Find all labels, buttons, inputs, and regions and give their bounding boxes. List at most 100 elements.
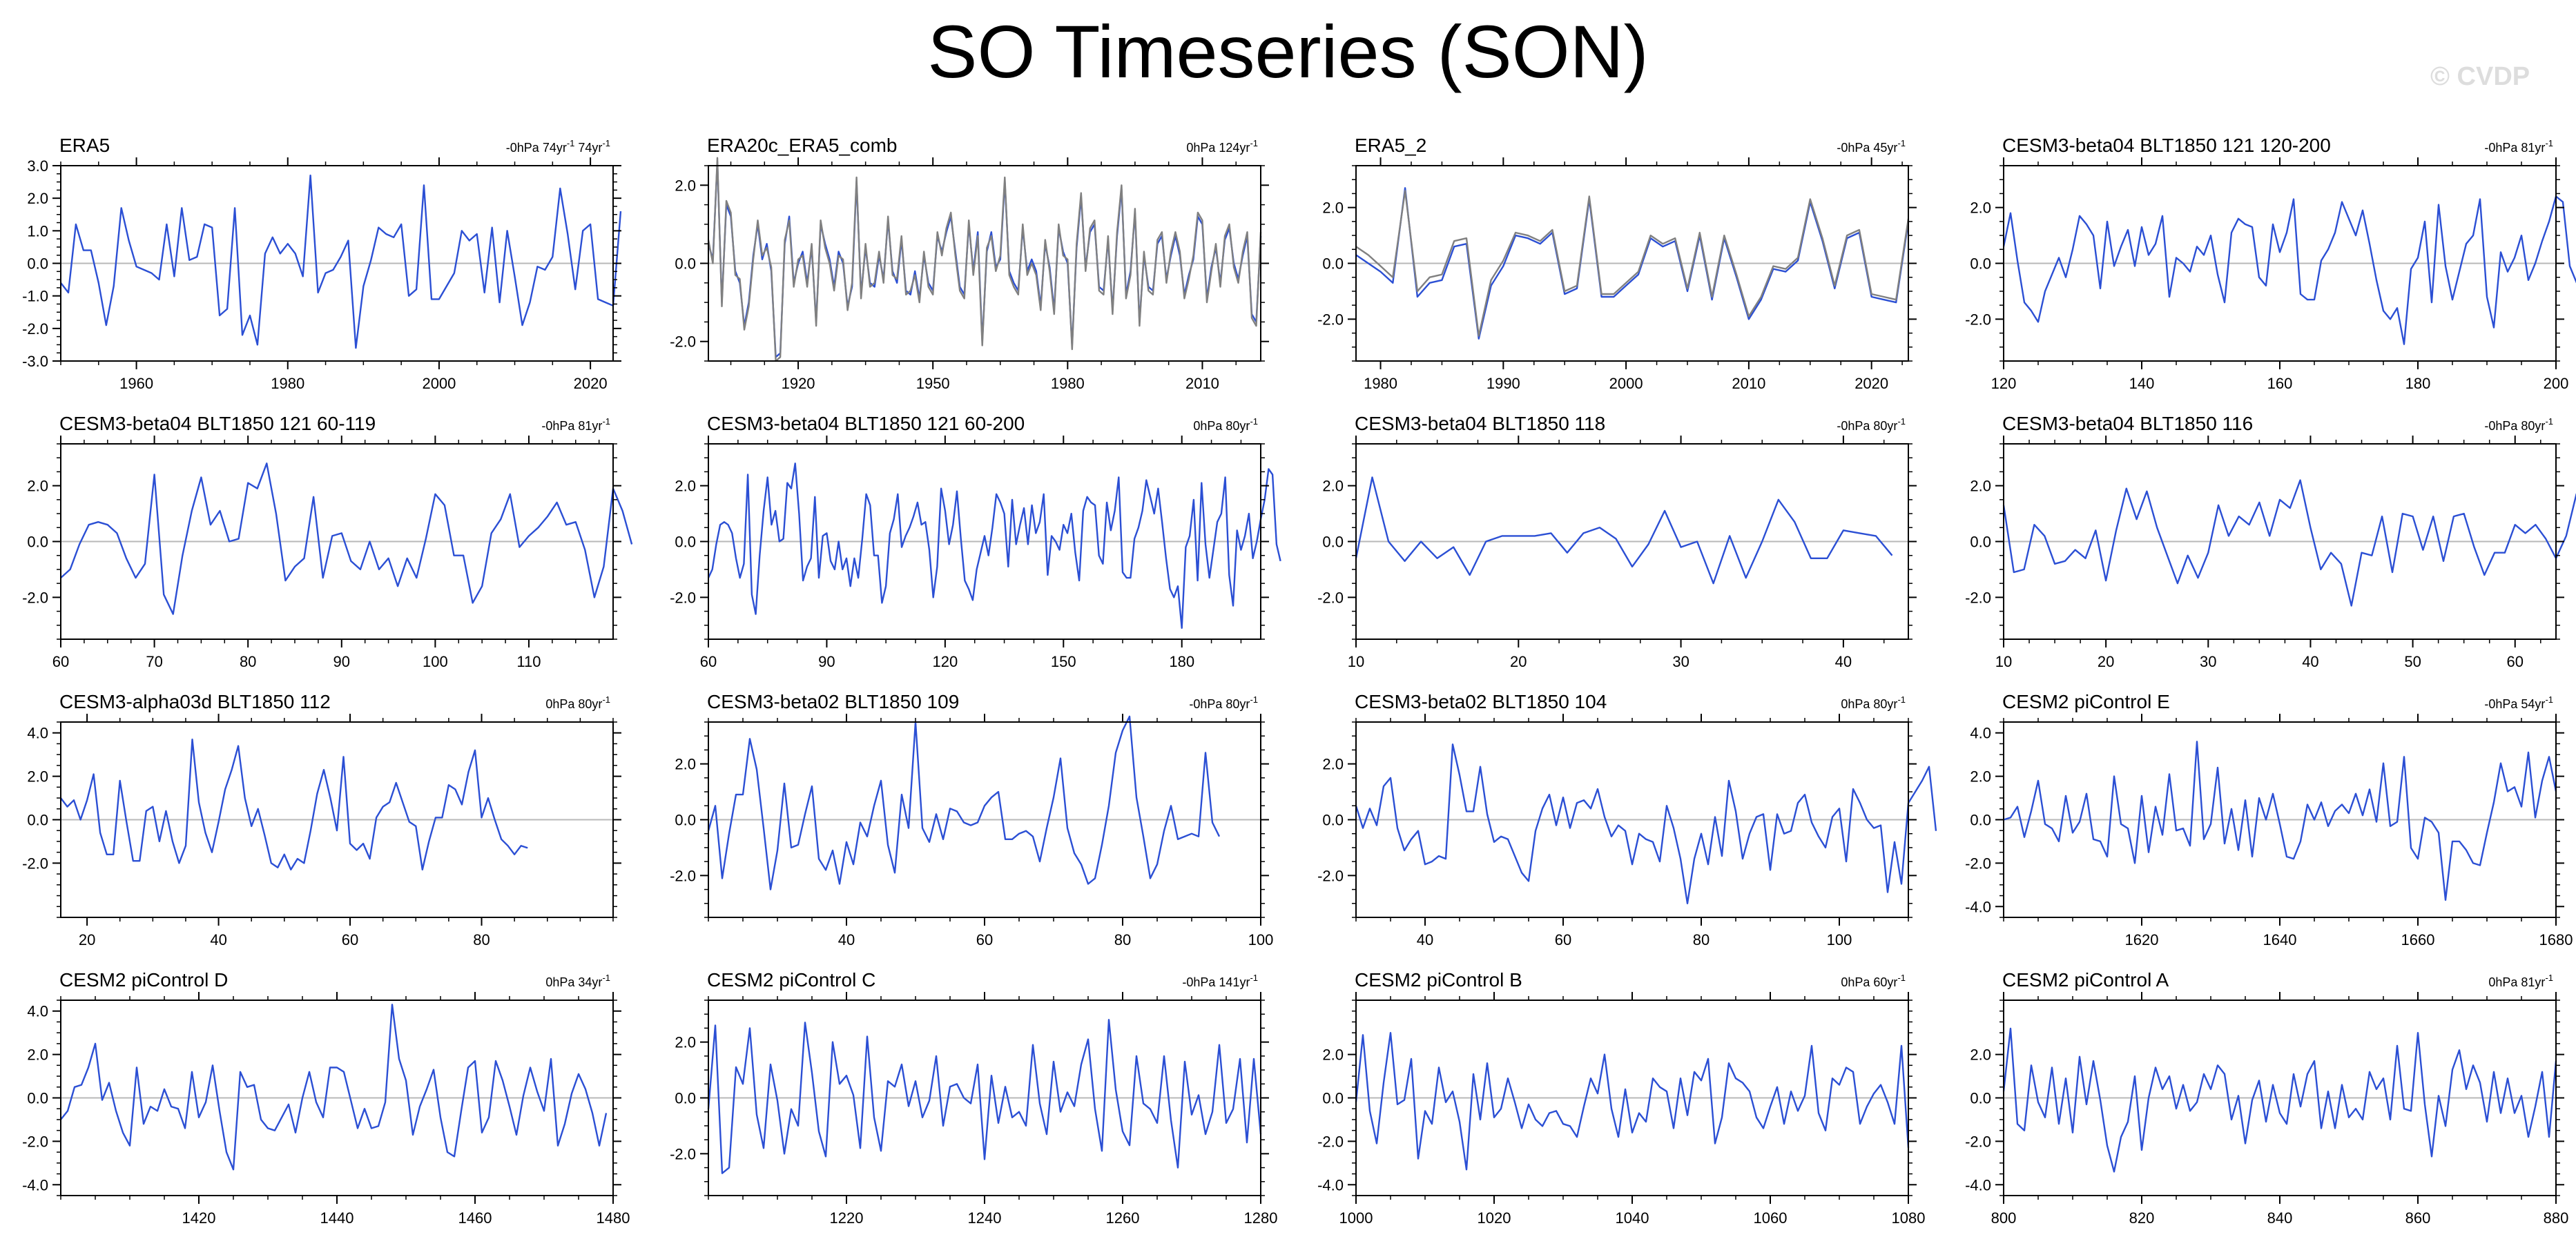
series-line bbox=[707, 1019, 1262, 1174]
y-tick-label: -2.0 bbox=[1317, 589, 1344, 606]
y-tick-label: 0.0 bbox=[1322, 534, 1344, 551]
series-line bbox=[60, 462, 633, 615]
trend-exponent: -1 bbox=[2545, 694, 2553, 705]
x-tick-label: 90 bbox=[333, 653, 350, 670]
y-tick-label: 0.0 bbox=[1970, 1090, 1991, 1107]
x-tick-label: 1960 bbox=[119, 375, 153, 392]
y-tick-label: 3.0 bbox=[27, 157, 48, 175]
trend-exponent: -1 bbox=[2545, 138, 2553, 148]
y-tick-label: 2.0 bbox=[675, 1034, 696, 1051]
x-tick-label: 1660 bbox=[2401, 931, 2435, 948]
x-tick-label: 1280 bbox=[1244, 1209, 1278, 1227]
y-tick-label: -2.0 bbox=[670, 1145, 696, 1162]
x-tick-label: 140 bbox=[2129, 375, 2155, 392]
y-tick-label: 0.0 bbox=[1970, 255, 1991, 273]
panel-trend-label: -0hPa 74yr-1 74yr-1 bbox=[506, 138, 610, 155]
x-tick-label: 150 bbox=[1051, 653, 1076, 670]
x-tick-label: 20 bbox=[79, 931, 95, 948]
x-tick-label: 60 bbox=[976, 931, 993, 948]
y-tick-label: 2.0 bbox=[675, 478, 696, 495]
chart-panel: CESM3-beta02 BLT1850 104 0hPa 80yr-1 40 60 8… bbox=[1317, 691, 1937, 948]
panel-title: ERA5 bbox=[59, 135, 110, 156]
series-line bbox=[1355, 743, 1937, 905]
x-tick-label: 1980 bbox=[1364, 375, 1397, 392]
y-tick-label: -2.0 bbox=[1317, 311, 1344, 328]
trend-text: -0hPa 81yr bbox=[541, 419, 602, 433]
y-tick-label: 0.0 bbox=[27, 1090, 48, 1107]
x-tick-label: 860 bbox=[2405, 1209, 2431, 1227]
x-tick-label: 1040 bbox=[1616, 1209, 1649, 1227]
series-line bbox=[1355, 1031, 1910, 1171]
y-tick-label: -2.0 bbox=[22, 855, 48, 872]
panel-trend-label: 0hPa 80yr-1 bbox=[1193, 416, 1258, 433]
y-tick-label: 2.0 bbox=[1322, 1046, 1344, 1064]
x-tick-label: 180 bbox=[2405, 375, 2431, 392]
panel-trend-label: -0hPa 45yr-1 bbox=[1837, 138, 1906, 155]
x-tick-label: 1060 bbox=[1754, 1209, 1788, 1227]
chart-panel: ERA5_2 -0hPa 45yr-1 1980 1990 2000 2010 2020 -2… bbox=[1317, 135, 1917, 392]
figure-title: SO Timeseries (SON) bbox=[927, 10, 1649, 93]
panel-trend-label: -0hPa 81yr-1 bbox=[2484, 138, 2553, 155]
series-line bbox=[2002, 1027, 2557, 1173]
trend-exponent: -1 bbox=[602, 973, 610, 983]
panel-trend-label: -0hPa 81yr-1 bbox=[541, 416, 610, 433]
y-tick-label: 0.0 bbox=[675, 255, 696, 273]
trend-exponent: -1 bbox=[567, 138, 575, 148]
y-tick-label: -2.0 bbox=[22, 589, 48, 606]
panel-trend-label: -0hPa 141yr-1 bbox=[1182, 973, 1258, 989]
chart-panel: CESM3-beta04 BLT1850 118 -0hPa 80yr-1 10 20… bbox=[1317, 413, 1917, 670]
y-tick-label: 4.0 bbox=[27, 725, 48, 742]
trend-exponent: -1 bbox=[1250, 138, 1258, 148]
chart-panel: CESM3-beta04 BLT1850 121 60-119 -0hPa 81y… bbox=[22, 413, 633, 670]
y-tick-label: 2.0 bbox=[1322, 199, 1344, 217]
panel-title: CESM3-beta04 BLT1850 121 60-119 bbox=[59, 413, 376, 434]
y-tick-label: 0.0 bbox=[1322, 255, 1344, 273]
x-tick-label: 60 bbox=[342, 931, 358, 948]
trend-text: -0hPa 80yr bbox=[1837, 419, 1897, 433]
x-tick-label: 1460 bbox=[458, 1209, 492, 1227]
x-tick-label: 1980 bbox=[1051, 375, 1085, 392]
y-tick-label: -1.0 bbox=[22, 288, 48, 305]
x-tick-label: 880 bbox=[2544, 1209, 2569, 1227]
trend-exponent: -1 bbox=[602, 138, 610, 148]
x-tick-label: 1920 bbox=[782, 375, 815, 392]
x-tick-label: 2020 bbox=[574, 375, 608, 392]
chart-panel: ERA20c_ERA5_comb 0hPa 124yr-1 1920 1950 1980… bbox=[670, 135, 1269, 392]
x-tick-label: 60 bbox=[700, 653, 717, 670]
panel-title: CESM2 piControl D bbox=[59, 969, 228, 991]
series-line bbox=[60, 174, 622, 349]
x-tick-label: 1260 bbox=[1106, 1209, 1140, 1227]
trend-exponent: -1 bbox=[602, 694, 610, 705]
panel-trend-label: 0hPa 81yr-1 bbox=[2488, 973, 2553, 989]
y-tick-label: -2.0 bbox=[1965, 1133, 1991, 1150]
panel-title: ERA5_2 bbox=[1355, 135, 1426, 156]
y-tick-label: -2.0 bbox=[1317, 867, 1344, 884]
x-tick-label: 60 bbox=[52, 653, 69, 670]
y-tick-label: 0.0 bbox=[27, 534, 48, 551]
trend-text: -0hPa 80yr bbox=[1189, 697, 1250, 711]
x-tick-label: 1020 bbox=[1478, 1209, 1511, 1227]
trend-text: 0hPa 60yr bbox=[1841, 975, 1897, 989]
x-tick-label: 1240 bbox=[968, 1209, 1002, 1227]
panel-title: CESM2 piControl B bbox=[1355, 969, 1522, 991]
chart-panel: CESM3-alpha03d BLT1850 112 0hPa 80yr-1 20 4… bbox=[22, 691, 621, 948]
trend-text: 0hPa 80yr bbox=[545, 697, 602, 711]
x-tick-label: 40 bbox=[1835, 653, 1852, 670]
trend-text: -0hPa 80yr bbox=[2484, 419, 2545, 433]
trend-exponent: -1 bbox=[2545, 416, 2553, 427]
trend-text: 0hPa 80yr bbox=[1841, 697, 1897, 711]
y-tick-label: -2.0 bbox=[22, 1133, 48, 1150]
x-tick-label: 820 bbox=[2129, 1209, 2155, 1227]
x-tick-label: 90 bbox=[818, 653, 835, 670]
series-line bbox=[1355, 187, 1910, 340]
panel-trend-label: 0hPa 124yr-1 bbox=[1186, 138, 1258, 155]
x-tick-label: 160 bbox=[2267, 375, 2293, 392]
y-tick-label: -2.0 bbox=[670, 867, 696, 884]
x-tick-label: 1480 bbox=[597, 1209, 630, 1227]
trend-text: -0hPa 141yr bbox=[1182, 975, 1250, 989]
trend-text: 0hPa 80yr bbox=[1193, 419, 1250, 433]
x-tick-label: 40 bbox=[210, 931, 226, 948]
y-tick-label: 2.0 bbox=[1970, 478, 1991, 495]
x-tick-label: 50 bbox=[2404, 653, 2421, 670]
